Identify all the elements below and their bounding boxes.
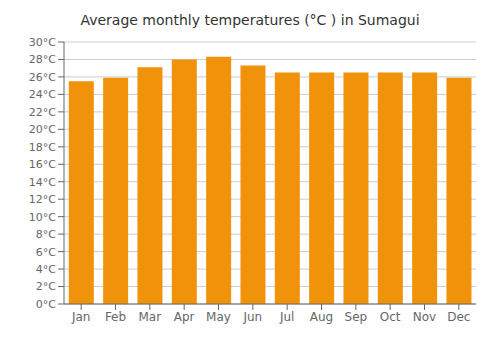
svg-text:10°C: 10°C	[29, 211, 56, 224]
svg-text:May: May	[206, 310, 231, 324]
svg-text:Feb: Feb	[105, 310, 126, 324]
svg-text:20°C: 20°C	[29, 123, 56, 136]
svg-text:22°C: 22°C	[29, 106, 56, 119]
svg-text:Nov: Nov	[413, 310, 436, 324]
svg-text:Sep: Sep	[345, 310, 368, 324]
svg-text:Jan: Jan	[71, 310, 91, 324]
svg-text:26°C: 26°C	[29, 71, 56, 84]
svg-text:2°C: 2°C	[36, 280, 56, 293]
html-text:Average monthly temperatures (: Average monthly temperatures (°C ) in Su…	[80, 12, 420, 28]
svg-text:Mar: Mar	[139, 310, 162, 324]
svg-text:Jul: Jul	[279, 310, 294, 324]
svg-text:16°C: 16°C	[29, 158, 56, 171]
svg-text:6°C: 6°C	[36, 246, 56, 259]
svg-text:14°C: 14°C	[29, 176, 56, 189]
svg-text:Jun: Jun	[242, 310, 262, 324]
svg-text:Aug: Aug	[310, 310, 333, 324]
svg-text:24°C: 24°C	[29, 88, 56, 101]
svg-text:28°C: 28°C	[29, 53, 56, 66]
svg-text:Apr: Apr	[174, 310, 195, 324]
svg-text:8°C: 8°C	[36, 228, 56, 241]
svg-text:18°C: 18°C	[29, 141, 56, 154]
svg-text:Dec: Dec	[447, 310, 470, 324]
svg-text:0°C: 0°C	[36, 298, 56, 311]
svg-text:12°C: 12°C	[29, 193, 56, 206]
svg-text:4°C: 4°C	[36, 263, 56, 276]
svg-text:Oct: Oct	[380, 310, 401, 324]
svg-text:30°C: 30°C	[29, 36, 56, 49]
